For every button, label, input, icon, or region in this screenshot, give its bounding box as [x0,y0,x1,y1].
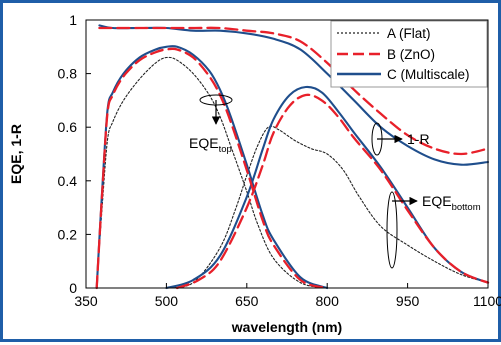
y-axis-title: EQE, 1-R [8,124,24,184]
x-tick-label: 800 [316,293,340,309]
reflect-label: 1-R [407,131,430,147]
eqe-bottom-label: EQEbottom [422,193,481,213]
x-tick-label: 350 [74,293,98,309]
series-b-zno-eqe-top [95,47,329,290]
series-a-flat-eqe-top [96,56,328,289]
ticks-layer: 350 500 650 800 950 1100 0 0.2 0.4 0.6 0.8 1 [58,12,501,309]
y-tick-label: 0.2 [58,226,78,242]
x-tick-label: 1100 [473,293,501,309]
series-layer [95,24,490,290]
eqe-top-label: EQEtop [189,135,232,155]
eqe-top-main: EQE [189,135,219,151]
legend: A (Flat) B (ZnO) C (Multiscale) [330,20,488,88]
series-b-zno-1-r [98,26,490,156]
eqe-top-annotation: EQEtop [189,94,233,155]
x-tick-label: 950 [396,293,420,309]
plot-area-border [85,19,489,289]
eqe-bottom-main: EQE [422,193,452,209]
reflect-annotation: 1-R [371,122,430,156]
series-c-multiscale-eqe-top [95,45,329,290]
y-tick-label: 0.8 [58,66,78,82]
eqe-bottom-ellipse [386,191,398,269]
y-tick-label: 0.4 [58,173,78,189]
y-tick-label: 1 [69,12,77,28]
x-tick-label: 500 [155,293,179,309]
series-a-flat-eqe-bottom [165,125,489,289]
legend-label-c: C (Multiscale) [387,67,470,82]
eqe-top-sub: top [219,144,232,155]
eqe-bottom-annotation: EQEbottom [386,191,481,269]
y-tick-label: 0.6 [58,119,78,135]
eqe-bottom-sub: bottom [452,202,481,213]
y-tick-label: 0 [69,280,77,296]
legend-label-b: B (ZnO) [387,47,435,62]
legend-label-a: A (Flat) [387,26,431,41]
series-b-zno-eqe-bottom [175,93,490,290]
eqe-chart: 350 500 650 800 950 1100 0 0.2 0.4 0.6 0.8 1 wavele… [8,12,501,335]
series-c-multiscale-eqe-bottom [165,85,490,290]
x-tick-label: 650 [235,293,259,309]
x-axis-title: wavelength (nm) [231,319,342,335]
